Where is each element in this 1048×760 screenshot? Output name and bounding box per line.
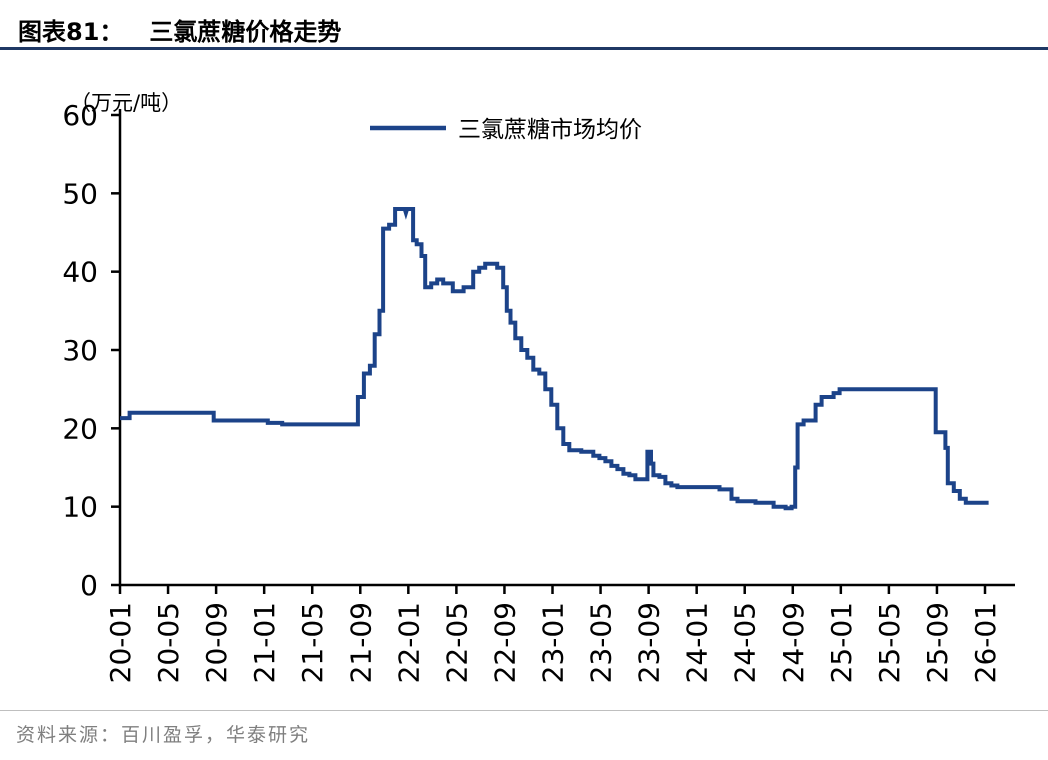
y-tick-label: 10 — [62, 491, 98, 524]
y-tick-label: 20 — [62, 412, 98, 445]
x-tick-label: 23-05 — [585, 602, 618, 683]
x-tick-label: 21-01 — [248, 602, 281, 683]
axis-labels: 0 10 20 30 40 50 60 20-01 20-05 20-09 21-01 21-05 21… — [62, 99, 1002, 683]
x-tick-label: 25-01 — [825, 602, 858, 683]
x-tick-label: 23-09 — [633, 602, 666, 683]
figure-label: 图表81： — [18, 18, 124, 46]
x-tick-label: 23-01 — [537, 602, 570, 683]
y-tick-label: 30 — [62, 334, 98, 367]
title-underline — [0, 47, 1048, 50]
x-tick-label: 24-09 — [777, 602, 810, 683]
y-tick-label: 60 — [62, 99, 98, 132]
x-tick-label: 21-05 — [296, 602, 329, 683]
x-tick-label: 22-05 — [440, 602, 473, 683]
figure-header: 图表81： 三氯蔗糖价格走势 — [18, 12, 341, 47]
x-tick-label: 20-09 — [200, 602, 233, 683]
y-tick-label: 50 — [62, 177, 98, 210]
x-tick-label: 26-01 — [969, 602, 1002, 683]
y-axis-unit-label: （万元/吨） — [70, 91, 182, 115]
x-tick-label: 20-05 — [152, 602, 185, 683]
x-tick-label: 22-01 — [392, 602, 425, 683]
footer-divider — [0, 710, 1048, 711]
legend: 三氯蔗糖市场均价 — [370, 117, 642, 143]
x-tick-label: 24-05 — [729, 602, 762, 683]
figure-title: 三氯蔗糖价格走势 — [149, 18, 342, 46]
legend-label: 三氯蔗糖市场均价 — [458, 117, 642, 143]
y-tick-label: 40 — [62, 256, 98, 289]
x-tick-label: 20-01 — [104, 602, 137, 683]
axes — [111, 109, 1015, 594]
x-tick-label: 22-09 — [488, 602, 521, 683]
source-text: 资料来源：百川盈孚，华泰研究 — [16, 724, 311, 746]
price-chart-svg: 0 10 20 30 40 50 60 20-01 20-05 20-09 21-01 21-05 21… — [62, 91, 1015, 683]
x-tick-label: 25-09 — [921, 602, 954, 683]
y-tick-label: 0 — [80, 569, 98, 602]
x-tick-label: 21-09 — [344, 602, 377, 683]
x-tick-label: 25-05 — [873, 602, 906, 683]
x-tick-label: 24-01 — [681, 602, 714, 683]
series-line-sucralose-price — [120, 207, 989, 511]
